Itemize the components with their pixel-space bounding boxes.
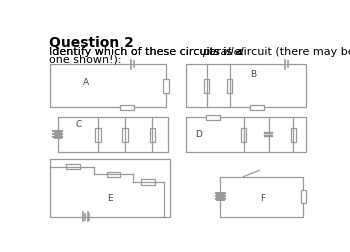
Bar	[120, 105, 134, 110]
Bar	[50, 159, 170, 216]
Bar	[141, 179, 155, 185]
Text: A: A	[83, 78, 90, 87]
Bar	[186, 117, 306, 152]
Text: E: E	[107, 194, 112, 203]
Text: B: B	[250, 70, 256, 79]
Bar	[106, 172, 120, 177]
Text: Question 2: Question 2	[49, 36, 134, 50]
Text: parallel: parallel	[202, 47, 244, 57]
Bar	[95, 128, 101, 142]
Text: circuit (there may be more than: circuit (there may be more than	[234, 47, 350, 57]
Text: F: F	[260, 194, 265, 203]
Text: Identify which of these circuits is a: Identify which of these circuits is a	[49, 47, 246, 57]
Bar	[186, 64, 306, 107]
Text: C: C	[76, 120, 82, 129]
Text: D: D	[195, 130, 202, 139]
Bar	[250, 105, 264, 110]
Bar	[220, 177, 303, 216]
Bar	[66, 164, 80, 169]
Text: Identify which of these circuits is a: Identify which of these circuits is a	[49, 47, 246, 57]
Bar	[204, 79, 209, 92]
Bar	[149, 128, 155, 142]
Bar	[50, 64, 166, 107]
Bar	[290, 128, 296, 142]
Bar	[58, 117, 168, 152]
Bar	[241, 128, 246, 142]
Text: one shown!):: one shown!):	[49, 55, 122, 65]
Bar	[227, 79, 232, 92]
Bar	[122, 128, 128, 142]
Bar	[206, 115, 220, 120]
Bar	[301, 190, 306, 204]
Bar	[163, 79, 169, 92]
